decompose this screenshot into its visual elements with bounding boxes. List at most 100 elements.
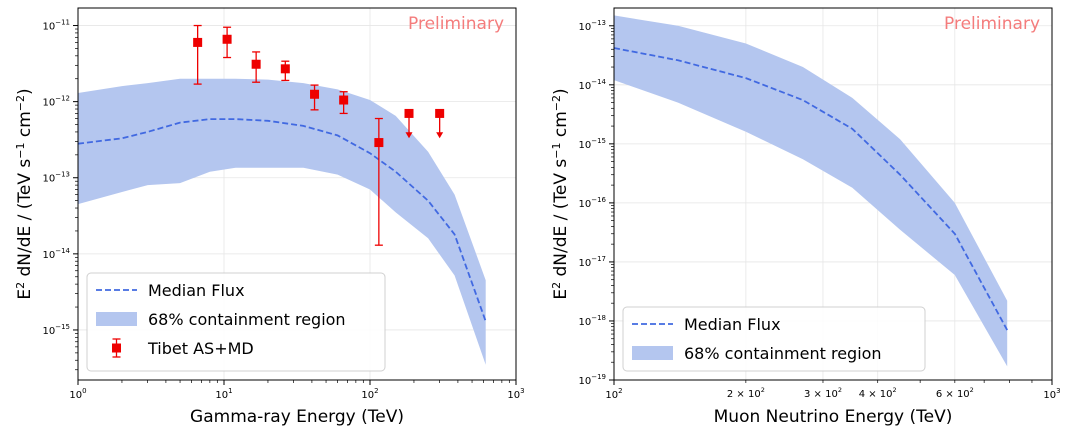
upper-limit-arrow [436, 132, 444, 139]
text-span: dN/dE / (TeV s [15, 159, 35, 282]
text-span: −15 [55, 323, 70, 331]
upper-limit-arrow [405, 132, 413, 139]
text-span: cm [551, 111, 571, 142]
text-span: −16 [591, 196, 606, 204]
x-tick-label: 102 [605, 387, 622, 401]
text-span: E [551, 289, 571, 300]
data-point-marker [251, 59, 261, 69]
text-span: 10 [69, 390, 82, 401]
text-span: 2 [761, 386, 765, 394]
text-span: 4 × 10 [859, 389, 893, 400]
text-span: 2 [618, 387, 622, 395]
tibet-data-points [193, 24, 445, 246]
text-span: 10 [42, 326, 55, 337]
legend-label: 68% containment region [148, 310, 346, 329]
text-span: 10 [42, 22, 55, 33]
upper-limit-marker [435, 108, 445, 118]
text-span: 10 [578, 376, 591, 387]
text-span: 10 [578, 81, 591, 92]
text-span: E [15, 289, 35, 300]
containment-band [614, 15, 1008, 367]
text-span: dN/dE / (TeV s [551, 159, 571, 282]
text-span: 2 [374, 387, 378, 395]
text-span: 10 [1043, 390, 1056, 401]
x-minor-tick-label: 4 × 102 [859, 386, 897, 400]
text-span: −2 [550, 95, 563, 111]
y-tick-label: 10−14 [42, 247, 70, 261]
text-span: 10 [578, 22, 591, 33]
data-point-marker [280, 64, 290, 74]
text-span: 3 [1056, 387, 1060, 395]
y-tick-label: 10−19 [578, 373, 606, 387]
text-span: 2 × 10 [727, 389, 761, 400]
text-span: ) [15, 88, 35, 95]
y-tick-label: 10−12 [42, 95, 70, 109]
text-span: −11 [55, 19, 70, 27]
text-span: 2 [550, 282, 563, 289]
legend-swatch-band [632, 346, 673, 360]
median-flux-line [613, 47, 1008, 331]
y-tick-label: 10−13 [42, 171, 70, 185]
text-span: −1 [14, 143, 27, 159]
text-span: 0 [82, 387, 86, 395]
upper-limit-marker [404, 108, 414, 118]
text-span: 10 [42, 250, 55, 261]
legend-box [86, 272, 386, 372]
text-span: −15 [591, 137, 606, 145]
y-tick-label: 10−13 [578, 19, 606, 33]
text-span: 2 [893, 386, 897, 394]
text-span: −19 [591, 373, 606, 381]
x-tick-label: 101 [215, 387, 232, 401]
x-minor-tick-label: 2 × 102 [727, 386, 765, 400]
legend-swatch-marker [112, 343, 121, 353]
text-span: 10 [42, 98, 55, 109]
text-span: −13 [55, 171, 70, 179]
x-tick-label: 103 [507, 387, 524, 401]
text-span: 6 × 10 [936, 389, 970, 400]
data-point-marker [193, 37, 203, 47]
y-tick-label: 10−14 [578, 78, 606, 92]
text-span: −2 [14, 95, 27, 111]
text-span: −13 [591, 19, 606, 27]
text-span: 10 [507, 390, 520, 401]
data-point-marker [222, 34, 232, 44]
text-span: −1 [550, 143, 563, 159]
x-tick-label: 100 [69, 387, 86, 401]
chart-panel-1: 100 101 102 10310−1510−1410−1310−1210−11Gam… [14, 7, 525, 427]
y-tick-label: 10−17 [578, 255, 606, 269]
preliminary-watermark: Preliminary [944, 14, 1040, 34]
text-span: cm [15, 111, 35, 142]
legend-swatch-band [96, 312, 137, 326]
x-minor-tick-label: 6 × 102 [936, 386, 974, 400]
legend-label: 68% containment region [684, 344, 882, 363]
x-minor-tick-label: 3 × 102 [804, 386, 842, 400]
x-tick-label: 103 [1043, 387, 1060, 401]
legend-label: Median Flux [148, 281, 245, 300]
text-span: −12 [55, 95, 70, 103]
text-span: ) [551, 88, 571, 95]
y-tick-label: 10−15 [42, 323, 70, 337]
text-span: 10 [605, 390, 618, 401]
x-tick-label: 102 [361, 387, 378, 401]
text-span: 10 [361, 390, 374, 401]
text-span: 10 [578, 140, 591, 151]
text-span: 10 [42, 174, 55, 185]
data-point-marker [374, 138, 384, 148]
x-axis-title: Gamma-ray Energy (TeV) [190, 407, 404, 427]
y-tick-label: 10−15 [578, 137, 606, 151]
text-span: −18 [591, 314, 606, 322]
text-span: −14 [591, 78, 606, 86]
y-axis-title: E2 dN/dE / (TeV s−1 cm−2) [550, 88, 571, 299]
axes-frame [77, 7, 517, 381]
legend-label: Median Flux [684, 315, 781, 334]
y-axis-title: E2 dN/dE / (TeV s−1 cm−2) [14, 88, 35, 299]
y-tick-label: 10−18 [578, 314, 606, 328]
text-span: 1 [228, 387, 232, 395]
text-span: 2 [970, 386, 974, 394]
data-point-marker [339, 95, 349, 105]
median-flux-line [77, 118, 487, 322]
text-span: 3 [520, 387, 524, 395]
legend-box [622, 306, 926, 372]
x-axis-title: Muon Neutrino Energy (TeV) [714, 407, 953, 427]
axes-frame [613, 7, 1053, 381]
